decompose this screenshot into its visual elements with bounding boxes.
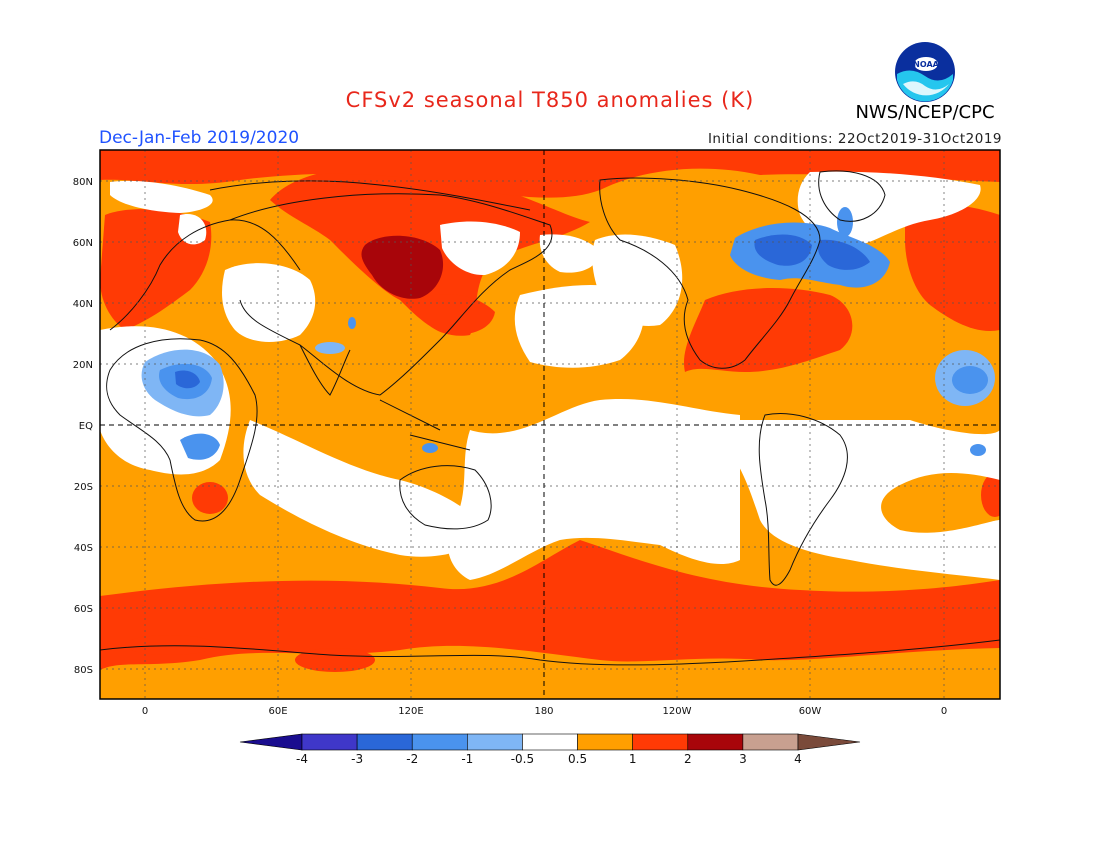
colorbar-label: -0.5 [511, 752, 534, 766]
colorbar-label: -2 [406, 752, 418, 766]
agency-label: NWS/NCEP/CPC [855, 102, 995, 123]
colorbar-label: -3 [351, 752, 363, 766]
colorbar-segment [411, 733, 468, 751]
lat-label: 40S [74, 543, 93, 554]
colorbar-segment [356, 733, 413, 751]
colorbar-label: -4 [296, 752, 308, 766]
lat-label: 20S [74, 482, 93, 493]
colorbar-segment [797, 733, 861, 751]
lat-label: EQ [79, 421, 93, 432]
lon-label: 120E [398, 706, 423, 717]
lon-label: 180 [534, 706, 553, 717]
lat-label: 60N [73, 238, 93, 249]
map-frame [99, 149, 1001, 700]
initial-conditions-label: Initial conditions: 22Oct2019-31Oct2019 [707, 131, 1002, 147]
map-title: CFSv2 seasonal T850 anomalies (K) [345, 88, 755, 112]
colorbar-segment [687, 733, 744, 751]
lon-label: 0 [941, 706, 947, 717]
lon-label: 120W [663, 706, 692, 717]
lon-label: 60E [268, 706, 287, 717]
svg-text:NOAA: NOAA [913, 60, 939, 69]
lat-label: 80N [73, 177, 93, 188]
colorbar-label: 2 [684, 752, 692, 766]
coastlines [100, 170, 1000, 666]
latitude-labels: 80N 60N 40N 20N EQ 20S 40S 60S 80S [73, 177, 93, 676]
colorbar-label: 3 [739, 752, 747, 766]
colorbar-segment [301, 733, 358, 751]
longitude-labels: 0 60E 120E 180 120W 60W 0 [142, 706, 947, 717]
colorbar-segment [467, 733, 523, 751]
noaa-logo: NOAA [895, 42, 955, 102]
colorbar-label: -1 [461, 752, 473, 766]
colorbar: -4 -3 -2 -1 -0.5 0.5 1 2 3 4 [239, 733, 861, 766]
colorbar-segment [239, 733, 303, 751]
colorbar-segment [522, 733, 578, 751]
colorbar-segment [577, 733, 633, 751]
colorbar-label: 4 [794, 752, 802, 766]
colorbar-segment [632, 733, 689, 751]
lat-label: 80S [74, 665, 93, 676]
anomaly-field [100, 150, 1000, 699]
grid-lines [100, 150, 1000, 699]
lat-label: 40N [73, 299, 93, 310]
equator-dateline [100, 150, 1000, 699]
colorbar-label: 0.5 [568, 752, 587, 766]
colorbar-segment [742, 733, 799, 751]
lat-label: 20N [73, 360, 93, 371]
lon-label: 0 [142, 706, 148, 717]
lat-label: 60S [74, 604, 93, 615]
lon-label: 60W [799, 706, 822, 717]
season-label: Dec-Jan-Feb 2019/2020 [99, 128, 300, 148]
colorbar-label: 1 [629, 752, 637, 766]
